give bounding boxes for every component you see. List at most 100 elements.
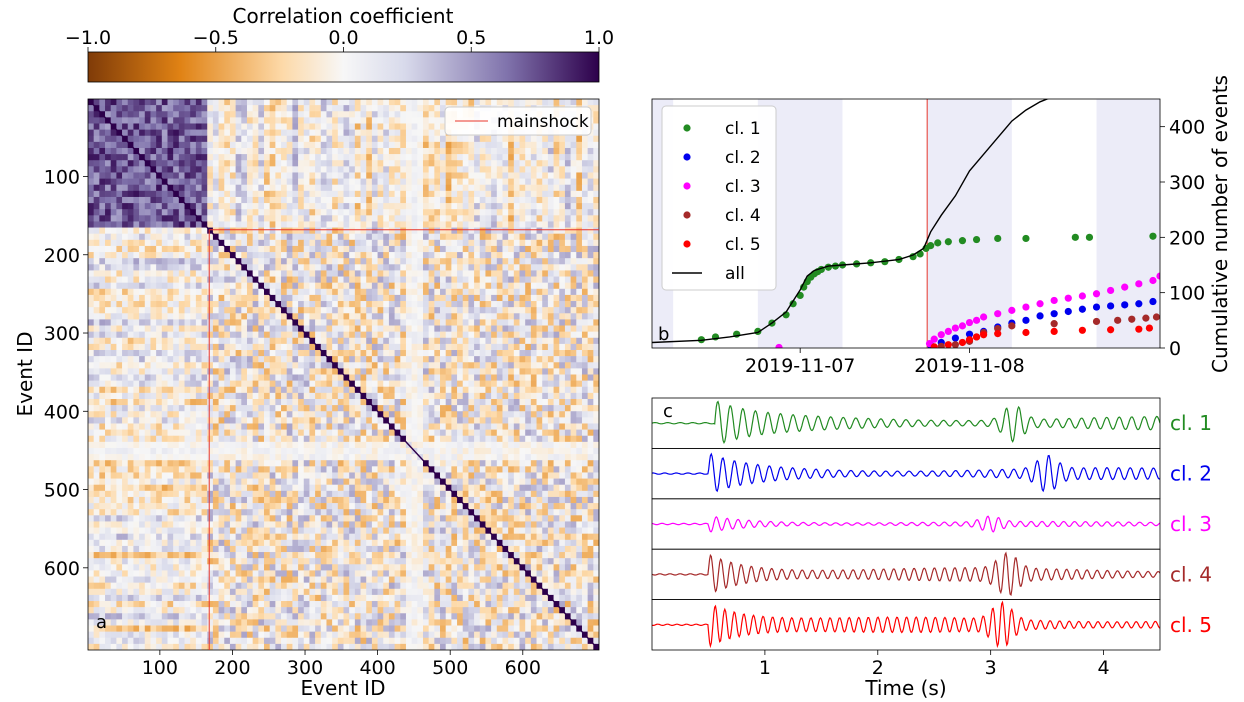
heatmap-cell — [377, 356, 384, 363]
heatmap-cell — [235, 129, 242, 137]
heatmap-cell — [508, 301, 515, 308]
heatmap-cell — [422, 154, 429, 161]
heatmap-cell — [224, 276, 231, 283]
heatmap-cell — [496, 233, 503, 241]
heatmap-cell — [411, 178, 418, 186]
heatmap-cell — [383, 386, 390, 394]
heatmap-cell — [292, 135, 299, 143]
heatmap-cell — [570, 362, 577, 369]
heatmap-cell — [581, 319, 588, 326]
heatmap-cell — [394, 331, 401, 339]
heatmap-cell — [564, 423, 571, 430]
heatmap-cell — [326, 270, 333, 277]
heatmap-cell — [491, 362, 498, 369]
heatmap-cell — [195, 405, 202, 412]
heatmap-cell — [144, 117, 151, 124]
heatmap-cell — [502, 147, 509, 155]
heatmap-cell — [451, 343, 458, 351]
heatmap-cell — [122, 160, 129, 167]
heatmap-cell — [388, 245, 395, 253]
heatmap-cell — [298, 276, 305, 283]
heatmap-cell — [491, 380, 498, 388]
heatmap-cell — [173, 209, 180, 216]
heatmap-cell — [133, 307, 140, 314]
heatmap-cell — [286, 423, 293, 430]
heatmap-cell — [388, 337, 395, 345]
heatmap-cell — [530, 368, 537, 375]
heatmap-cell — [479, 337, 486, 345]
heatmap-cell — [258, 227, 265, 234]
heatmap-cell — [292, 117, 299, 124]
heatmap-cell — [559, 178, 566, 186]
heatmap-cell — [559, 368, 566, 375]
heatmap-cell — [587, 331, 594, 339]
heatmap-cell — [303, 141, 310, 149]
heatmap-cell — [218, 374, 225, 381]
heatmap-cell — [207, 166, 214, 173]
heatmap-cell — [547, 99, 554, 106]
heatmap-cell — [201, 172, 208, 179]
heatmap-cell — [258, 111, 265, 118]
heatmap-cell — [434, 209, 441, 216]
heatmap-cell — [400, 294, 407, 302]
heatmap-cell — [440, 386, 446, 394]
heatmap-cell — [468, 252, 475, 259]
heatmap-cell — [593, 239, 599, 247]
heatmap-cell — [405, 160, 412, 167]
heatmap-cell — [383, 343, 390, 351]
heatmap-cell — [354, 313, 361, 320]
heatmap-cell — [394, 325, 401, 332]
heatmap-cell — [457, 99, 464, 106]
heatmap-cell — [587, 288, 594, 296]
heatmap-cell — [286, 276, 293, 283]
heatmap-cell — [116, 99, 123, 106]
heatmap-cell — [570, 307, 577, 314]
heatmap-cell — [241, 294, 248, 302]
heatmap-cell — [207, 245, 214, 253]
heatmap-cell — [564, 411, 571, 418]
heatmap-cell — [286, 282, 293, 290]
heatmap-cell — [411, 117, 418, 124]
heatmap-cell — [309, 301, 316, 308]
heatmap-cell — [264, 398, 270, 406]
heatmap-cell — [570, 203, 577, 210]
heatmap-cell — [133, 190, 140, 198]
heatmap-cell — [269, 411, 276, 418]
heatmap-cell — [559, 319, 566, 326]
heatmap-cell — [411, 313, 418, 320]
heatmap-cell — [309, 166, 316, 173]
heatmap-cell — [241, 105, 248, 112]
heatmap-cell — [564, 264, 571, 271]
heatmap-cell — [581, 245, 588, 253]
heatmap-cell — [275, 166, 282, 173]
heatmap-cell — [286, 111, 293, 118]
heatmap-cell — [440, 417, 446, 424]
heatmap-cell — [417, 105, 424, 112]
heatmap-cell — [286, 386, 293, 394]
heatmap-cell — [99, 319, 106, 326]
heatmap-cell — [264, 294, 270, 302]
heatmap-cell — [496, 264, 503, 271]
heatmap-cell — [491, 282, 498, 290]
heatmap-cell — [343, 276, 350, 283]
heatmap-cell — [229, 233, 236, 241]
heatmap-cell — [388, 386, 395, 394]
heatmap-cell — [468, 166, 475, 173]
heatmap-cell — [593, 227, 599, 234]
heatmap-cell — [400, 362, 407, 369]
heatmap-cell — [88, 203, 94, 210]
heatmap-cell — [417, 227, 424, 234]
heatmap-cell — [303, 221, 310, 228]
heatmap-cell — [547, 405, 554, 412]
heatmap-cell — [144, 111, 151, 118]
heatmap-cell — [593, 429, 599, 437]
heatmap-cell — [525, 252, 532, 259]
heatmap-cell — [405, 398, 412, 406]
heatmap-cell — [457, 405, 464, 412]
heatmap-cell — [264, 129, 270, 137]
heatmap-cell — [315, 380, 322, 388]
heatmap-cell — [184, 141, 191, 149]
heatmap-cell — [241, 239, 248, 247]
heatmap-cell — [127, 301, 134, 308]
heatmap-cell — [343, 356, 350, 363]
